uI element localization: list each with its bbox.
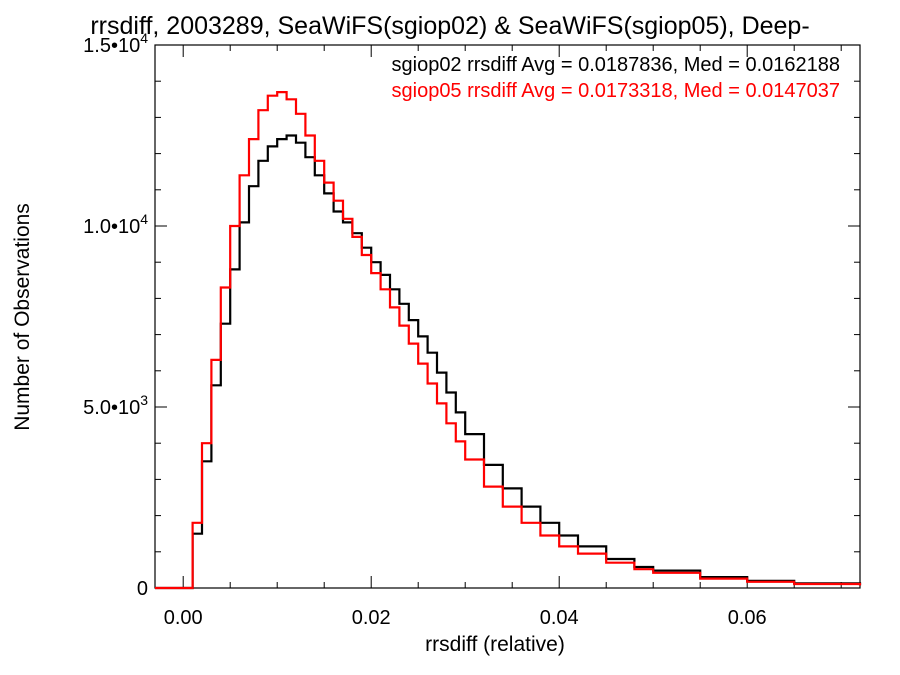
series-line-sgiop05 bbox=[155, 91, 862, 590]
y-tick-label: 0 bbox=[137, 578, 148, 600]
x-axis: 0.00 0.02 0.04 0.06 bbox=[164, 45, 842, 629]
plot-frame bbox=[154, 44, 861, 589]
annotation-sgiop02: sgiop02 rrsdiff Avg = 0.0187836, Med = 0… bbox=[392, 54, 841, 76]
y-tick-mantissa: 1.5•10 bbox=[83, 35, 140, 57]
y-tick-label: 1.0•104 bbox=[83, 211, 148, 238]
x-tick-label: 0.00 bbox=[164, 607, 203, 629]
y-tick-exponent: 4 bbox=[140, 30, 148, 46]
y-tick-label: 5.0•103 bbox=[83, 392, 148, 419]
chart-title: rrsdiff, 2003289, SeaWiFS(sgiop02) & Sea… bbox=[90, 12, 809, 40]
x-tick-label: 0.06 bbox=[728, 607, 767, 629]
x-axis-label: rrsdiff (relative) bbox=[425, 633, 565, 656]
y-tick-mantissa: 1.0•10 bbox=[83, 216, 140, 238]
y-tick-mantissa: 5.0•10 bbox=[83, 397, 140, 419]
y-tick-label: 1.5•104 bbox=[83, 30, 148, 57]
y-axis-label: Number of Observations bbox=[11, 203, 34, 431]
y-tick-mantissa: 0 bbox=[137, 578, 148, 600]
series-lines bbox=[155, 91, 862, 590]
y-tick-exponent: 4 bbox=[140, 211, 148, 227]
x-tick-label: 0.02 bbox=[352, 607, 391, 629]
x-tick-label: 0.04 bbox=[540, 607, 579, 629]
y-tick-exponent: 3 bbox=[140, 392, 148, 408]
annotation-sgiop05: sgiop05 rrsdiff Avg = 0.0173318, Med = 0… bbox=[392, 80, 841, 102]
series-line-sgiop02 bbox=[155, 134, 862, 590]
